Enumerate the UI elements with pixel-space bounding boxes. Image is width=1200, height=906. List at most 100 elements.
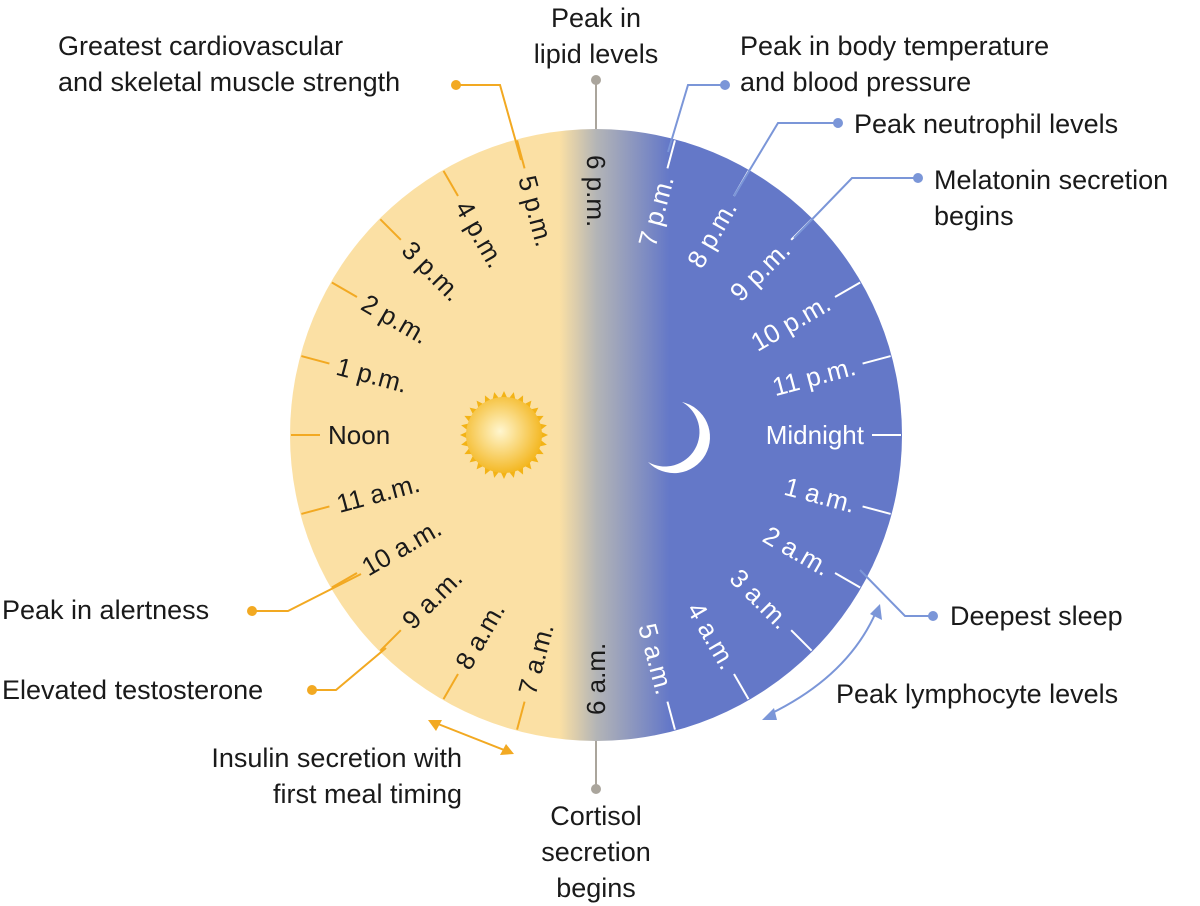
leader-body-temperature	[667, 84, 725, 153]
hour-tick	[516, 701, 526, 730]
clock-face	[290, 129, 902, 741]
hour-tick	[834, 281, 861, 298]
sun-ray	[469, 407, 478, 415]
sun-ray	[516, 466, 524, 475]
sun-ray	[524, 461, 532, 470]
hour-tick	[862, 505, 891, 515]
leader-cardio	[456, 84, 522, 161]
sun-ray	[464, 447, 473, 455]
sun-ray	[460, 431, 468, 439]
hour-label: Noon	[328, 420, 390, 450]
label-line: and skeletal muscle strength	[58, 67, 401, 97]
hour-tick	[666, 701, 676, 730]
lymphocyte-arrow	[769, 611, 877, 715]
hour-tick	[331, 572, 358, 589]
label-line: Peak in	[550, 3, 642, 33]
hour-tick	[442, 170, 459, 197]
label-line: lipid levels	[533, 39, 659, 69]
label-testosterone: Elevated testosterone	[2, 672, 263, 708]
label-line: first meal timing	[272, 779, 462, 809]
arrowhead	[870, 604, 882, 620]
label-line: begins	[934, 201, 1014, 231]
label-cortisol: Cortisol secretion begins	[508, 798, 684, 906]
label-line: Melatonin secretion	[934, 165, 1169, 195]
label-deepest-sleep: Deepest sleep	[950, 598, 1123, 634]
label-line: begins	[556, 873, 636, 903]
label-line: Peak neutrophil levels	[854, 109, 1119, 139]
leader-deepest-sleep	[859, 569, 933, 617]
hour-tick	[862, 355, 891, 365]
hour-tick	[379, 218, 402, 241]
hour-tick	[301, 505, 330, 515]
sun-ray	[500, 391, 508, 399]
hour-tick	[790, 629, 813, 652]
label-cardio-strength: Greatest cardiovascular and skeletal mus…	[58, 28, 400, 100]
hour-tick	[379, 629, 402, 652]
arrowhead	[500, 744, 514, 755]
sun-ray	[484, 395, 492, 404]
leader-dot	[833, 118, 843, 128]
leader-dot	[307, 685, 317, 695]
moon-crescent	[648, 402, 710, 474]
label-line: and blood pressure	[740, 67, 972, 97]
hour-tick	[301, 355, 330, 365]
sun-ray	[469, 455, 478, 463]
leader-dot	[720, 80, 730, 90]
sun-ray	[535, 415, 544, 423]
sun-ray	[530, 407, 539, 415]
moon-icon	[648, 402, 710, 474]
sun-ray	[524, 400, 532, 409]
label-lymphocyte-peak: Peak lymphocyte levels	[836, 676, 1118, 712]
label-body-temperature: Peak in body temperature and blood press…	[740, 28, 1049, 100]
hour-tick	[834, 572, 861, 589]
hour-tick	[666, 140, 676, 169]
sun-icon	[460, 391, 548, 479]
leader-melatonin	[793, 177, 918, 239]
label-line: Greatest cardiovascular	[58, 31, 344, 61]
label-line: secretion	[541, 837, 651, 867]
leader-dot	[913, 173, 923, 183]
leader-testosterone	[312, 647, 387, 691]
hour-tick	[516, 140, 526, 169]
hour-label: 6 a.m.	[581, 643, 611, 715]
leader-dot	[591, 75, 601, 85]
arrowhead	[428, 720, 442, 731]
insulin-arrow	[432, 721, 510, 753]
label-line: Deepest sleep	[950, 601, 1123, 631]
leader-dot	[928, 611, 938, 621]
label-line: Insulin secretion with	[211, 743, 462, 773]
leader-dot	[591, 784, 601, 794]
sun-ray	[535, 447, 544, 455]
hour-tick	[442, 673, 459, 700]
hour-label: Midnight	[766, 420, 865, 450]
label-alertness-peak: Peak in alertness	[2, 592, 209, 628]
leader-alertness	[250, 573, 362, 612]
leader-dot	[451, 80, 461, 90]
sun-ray	[476, 400, 484, 409]
hour-tick	[733, 673, 750, 700]
label-melatonin: Melatonin secretion begins	[934, 162, 1168, 234]
arrowhead	[762, 708, 777, 720]
leader-dot	[247, 606, 257, 616]
label-line: Elevated testosterone	[2, 675, 264, 705]
label-line: Peak in body temperature	[740, 31, 1050, 61]
label-lipid-peak: Peak in lipid levels	[508, 0, 684, 72]
sun-ray	[484, 466, 492, 475]
sun-ray	[530, 455, 539, 463]
label-neutrophil-peak: Peak neutrophil levels	[854, 106, 1118, 142]
sun-ray	[476, 461, 484, 470]
label-line: Peak lymphocyte levels	[836, 679, 1119, 709]
sun-ray	[516, 395, 524, 404]
label-insulin: Insulin secretion with first meal timing	[150, 740, 462, 812]
hour-tick	[331, 281, 358, 298]
leader-neutrophil	[733, 122, 838, 197]
sun-ray	[540, 431, 548, 439]
hour-label: 6 p.m.	[581, 155, 611, 227]
label-line: Cortisol	[550, 801, 642, 831]
label-line: Peak in alertness	[2, 595, 210, 625]
sun-ray	[500, 471, 508, 479]
sun-disc	[466, 397, 542, 473]
sun-ray	[464, 415, 473, 423]
